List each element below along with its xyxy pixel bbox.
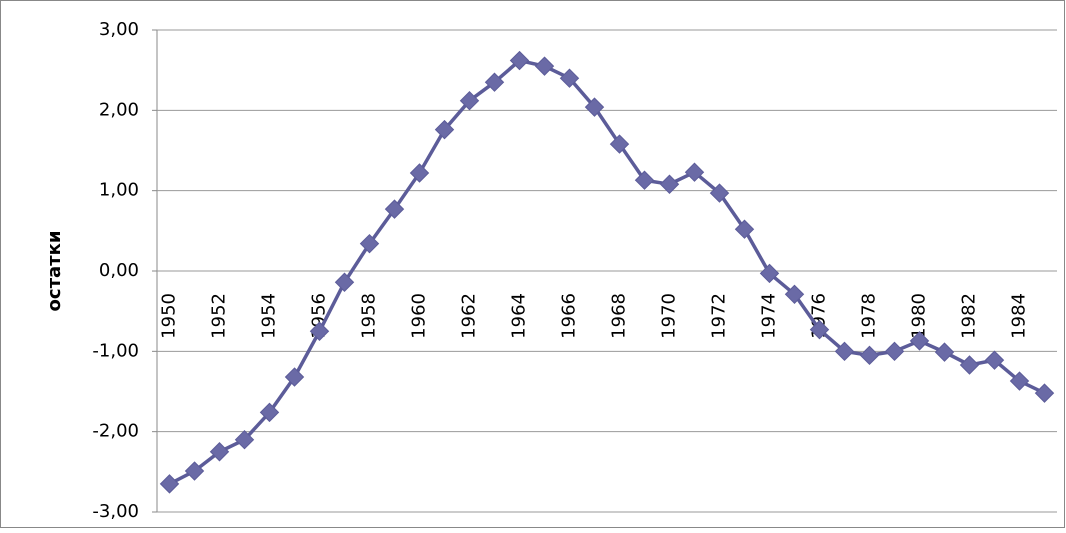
x-tick-label: 1962	[459, 293, 480, 339]
y-tick-label: 0,00	[99, 260, 139, 281]
x-tick-label: 1964	[509, 293, 530, 339]
marker	[209, 442, 230, 462]
x-tick-label: 1972	[709, 293, 730, 339]
marker	[984, 350, 1005, 370]
marker	[234, 429, 255, 450]
y-tick-label: 3,00	[99, 19, 139, 40]
marker	[184, 461, 205, 481]
x-tick-label: 1966	[559, 293, 580, 339]
y-tick-label: 1,00	[99, 180, 139, 201]
marker	[284, 367, 305, 387]
marker	[684, 162, 705, 182]
marker	[609, 134, 630, 154]
marker	[559, 68, 580, 88]
x-tick-label: 1968	[609, 293, 630, 339]
marker	[584, 97, 605, 117]
marker	[509, 50, 530, 71]
marker	[484, 72, 505, 92]
x-tick-label: 1980	[909, 293, 930, 339]
marker	[884, 341, 905, 362]
marker	[634, 170, 655, 190]
y-tick-label: -2,00	[92, 421, 139, 442]
marker	[259, 402, 280, 423]
marker	[359, 233, 380, 254]
x-tick-label: 1974	[759, 293, 780, 339]
x-tick-label: 1982	[959, 293, 980, 339]
marker	[384, 199, 405, 219]
x-tick-label: 1984	[1009, 293, 1030, 339]
marker	[1034, 383, 1055, 403]
marker	[434, 119, 455, 140]
y-axis-label: остатки	[44, 231, 65, 312]
marker	[934, 342, 955, 362]
marker	[809, 319, 830, 340]
x-tick-label: 1954	[259, 293, 280, 339]
marker	[909, 331, 930, 351]
marker	[784, 284, 805, 305]
marker	[159, 474, 180, 494]
marker	[409, 163, 430, 183]
x-tick-label: 1958	[359, 293, 380, 339]
marker	[859, 345, 880, 366]
x-tick-label: 1978	[859, 293, 880, 339]
marker	[734, 219, 755, 239]
marker	[334, 272, 355, 292]
marker	[1009, 371, 1030, 391]
x-tick-label: 1960	[409, 293, 430, 339]
x-tick-label: 1952	[209, 293, 230, 339]
marker	[309, 321, 330, 341]
marker	[534, 56, 555, 76]
x-tick-label: 1950	[159, 293, 180, 339]
marker	[759, 263, 780, 284]
y-tick-label: -3,00	[92, 501, 139, 522]
marker	[709, 183, 730, 203]
marker	[459, 90, 480, 111]
marker	[659, 174, 680, 194]
x-tick-label: 1970	[659, 293, 680, 339]
y-tick-label: -1,00	[92, 340, 139, 361]
y-tick-label: 2,00	[99, 99, 139, 120]
marker	[834, 341, 855, 362]
marker	[959, 355, 980, 375]
